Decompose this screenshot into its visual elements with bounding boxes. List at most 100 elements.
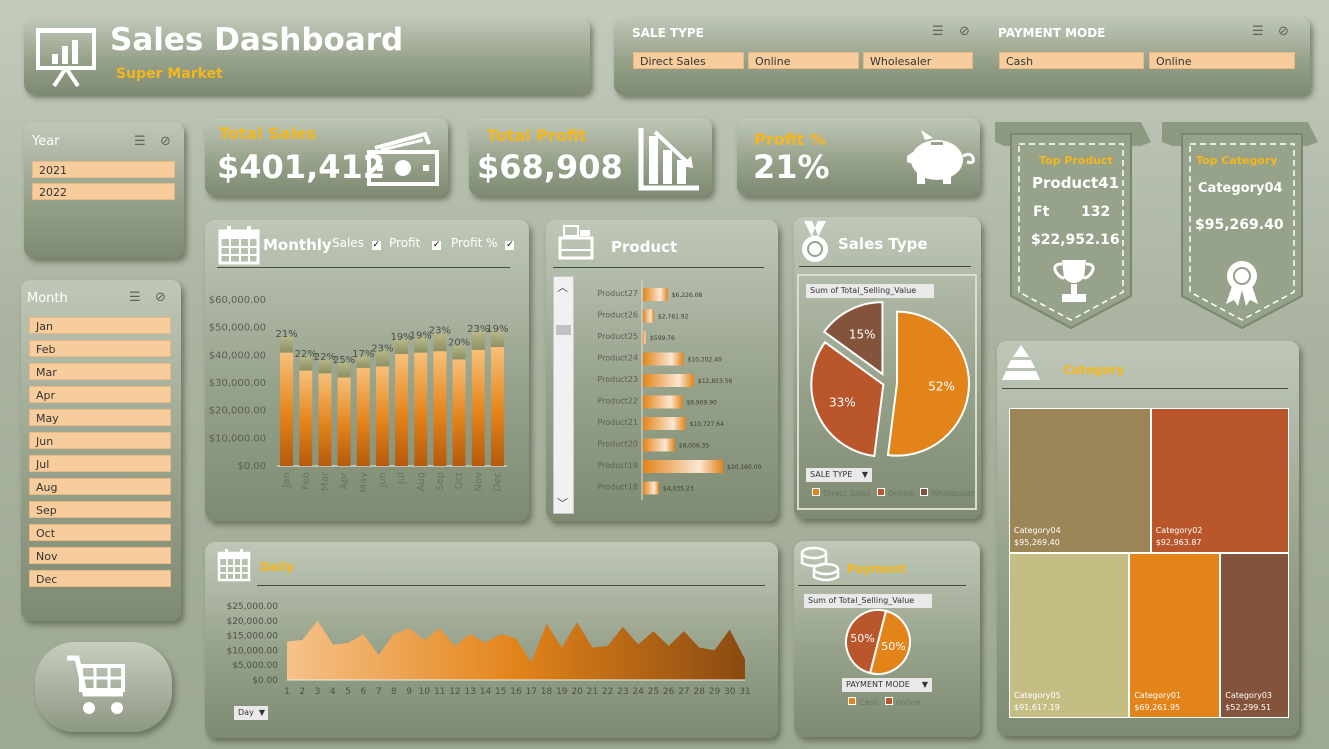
sales-bar[interactable]: [318, 373, 332, 466]
slicer-item-month[interactable]: Apr: [29, 386, 171, 403]
treemap-tile[interactable]: Category04 $95,269.40: [1009, 408, 1151, 554]
daily-area[interactable]: [287, 620, 745, 680]
pie-slice[interactable]: [810, 340, 885, 458]
toggle-profit-pct[interactable]: Profit % ✓: [451, 236, 515, 250]
multi-select-icon[interactable]: ☰: [129, 290, 141, 305]
product-bar[interactable]: [643, 460, 723, 473]
slicer-item-cash[interactable]: Cash: [999, 52, 1144, 69]
multi-select-icon[interactable]: ☰: [1252, 24, 1264, 39]
scroll-down-icon[interactable]: ﹀: [557, 497, 568, 510]
toggle-profit[interactable]: Profit ✓: [389, 236, 442, 250]
payment-legend: Cash online: [848, 697, 926, 707]
treemap-tile[interactable]: Category02 $92,963.87: [1150, 408, 1289, 554]
sales-bar[interactable]: [337, 377, 351, 466]
sales-bar[interactable]: [299, 370, 313, 466]
slicer-item-2021[interactable]: 2021: [32, 161, 175, 178]
data-label: $2,761.92: [658, 314, 689, 321]
clear-filter-icon[interactable]: ⊘: [155, 290, 166, 305]
sales-bar[interactable]: [490, 347, 504, 466]
slicer-item-month[interactable]: Dec: [29, 570, 171, 587]
profit-bar[interactable]: [356, 356, 370, 368]
slicer-item-month[interactable]: Jun: [29, 432, 171, 449]
profit-bar[interactable]: [433, 332, 447, 352]
top-category-value: $95,269.40: [1195, 217, 1284, 233]
product-bar[interactable]: [643, 352, 684, 366]
sales-bar[interactable]: [280, 352, 294, 466]
profit-bar[interactable]: [471, 331, 485, 350]
x-tick-label: Jun: [377, 472, 388, 489]
product-bar[interactable]: [643, 438, 675, 452]
clear-filter-icon[interactable]: ⊘: [160, 134, 171, 149]
filter-button[interactable]: PAYMENT MODE ▼: [842, 678, 932, 692]
clear-filter-icon[interactable]: ⊘: [1278, 24, 1289, 39]
dropdown-icon: ▼: [921, 680, 928, 689]
pie-slice[interactable]: [822, 301, 884, 377]
slicer-item-month[interactable]: Jul: [29, 455, 171, 472]
treemap-tile[interactable]: Category05 $91,617.19: [1009, 553, 1130, 718]
sales-bar[interactable]: [414, 352, 428, 466]
slicer-item-2022[interactable]: 2022: [32, 183, 175, 200]
filter-button[interactable]: SALE TYPE ▼: [806, 468, 872, 482]
sales-type-legend: Direct Sales Online Wholesaler: [812, 488, 982, 498]
vertical-scrollbar[interactable]: ︿ ﹀: [553, 276, 574, 514]
slicer-item-online-payment[interactable]: Online: [1149, 52, 1295, 69]
profit-bar[interactable]: [395, 339, 409, 354]
slicer-item-month[interactable]: Feb: [29, 340, 171, 357]
sales-bar[interactable]: [433, 351, 447, 466]
product-bar[interactable]: [643, 309, 654, 323]
profit-bar[interactable]: [318, 359, 332, 374]
treemap-tile[interactable]: Category03 $52,299.51: [1220, 553, 1289, 718]
profit-bar[interactable]: [490, 331, 504, 348]
sales-bar[interactable]: [471, 349, 485, 466]
product-bar[interactable]: [643, 374, 695, 387]
scroll-up-icon[interactable]: ︿: [557, 281, 568, 294]
slicer-item-month[interactable]: Mar: [29, 363, 171, 380]
sales-type-panel: Sales Type Sum of Total_Selling_Value 52…: [794, 217, 981, 519]
field-button[interactable]: Sum of Total_Selling_Value: [804, 594, 932, 608]
toggle-sales[interactable]: Sales ✓: [332, 236, 381, 250]
profit-bar[interactable]: [299, 355, 313, 371]
x-tick-label: Dec: [492, 472, 503, 491]
slicer-item-wholesaler[interactable]: Wholesaler: [863, 52, 973, 69]
profit-bar[interactable]: [280, 335, 294, 353]
treemap-tile[interactable]: Category01 $69,261.95: [1129, 553, 1221, 718]
profit-bar[interactable]: [414, 337, 428, 353]
profit-bar[interactable]: [375, 350, 389, 367]
product-bar[interactable]: [643, 417, 686, 430]
checkbox-icon[interactable]: ✓: [371, 240, 381, 250]
checkbox-icon[interactable]: ✓: [505, 240, 515, 250]
slicer-item-online[interactable]: Online: [748, 52, 859, 69]
product-bar[interactable]: [643, 481, 660, 495]
product-bar[interactable]: [643, 395, 683, 409]
sales-bar[interactable]: [356, 367, 370, 466]
x-tick-label: Oct: [454, 472, 465, 489]
slicer-item-month[interactable]: Oct: [29, 524, 171, 541]
y-tick-label: $10,000.00: [226, 646, 278, 656]
legend-swatch: [812, 488, 820, 496]
pie-slice[interactable]: [886, 310, 970, 457]
checkbox-icon[interactable]: ✓: [432, 240, 442, 250]
slicer-item-month[interactable]: Aug: [29, 478, 171, 495]
profit-bar[interactable]: [452, 344, 466, 360]
sales-bar[interactable]: [375, 366, 389, 466]
day-filter-button[interactable]: Day ▼: [234, 706, 268, 720]
slicer-item-month[interactable]: Jan: [29, 317, 171, 334]
scroll-thumb[interactable]: [556, 325, 571, 335]
dropdown-icon: ▼: [861, 470, 868, 479]
clear-filter-icon[interactable]: ⊘: [959, 24, 970, 39]
profit-bar[interactable]: [337, 361, 351, 378]
cart-button[interactable]: [35, 642, 172, 732]
multi-select-icon[interactable]: ☰: [134, 134, 146, 149]
pie-slice[interactable]: [868, 609, 911, 675]
sales-bar[interactable]: [452, 359, 466, 466]
slicer-item-month[interactable]: May: [29, 409, 171, 426]
slicer-item-month[interactable]: Nov: [29, 547, 171, 564]
sales-bar[interactable]: [395, 353, 409, 466]
slicer-item-direct-sales[interactable]: Direct Sales: [633, 52, 744, 69]
product-bar[interactable]: [643, 288, 668, 301]
product-bar[interactable]: [643, 331, 646, 344]
field-button[interactable]: Sum of Total_Selling_Value: [806, 284, 934, 298]
multi-select-icon[interactable]: ☰: [932, 24, 944, 39]
pie-slice[interactable]: [845, 609, 888, 675]
slicer-item-month[interactable]: Sep: [29, 501, 171, 518]
